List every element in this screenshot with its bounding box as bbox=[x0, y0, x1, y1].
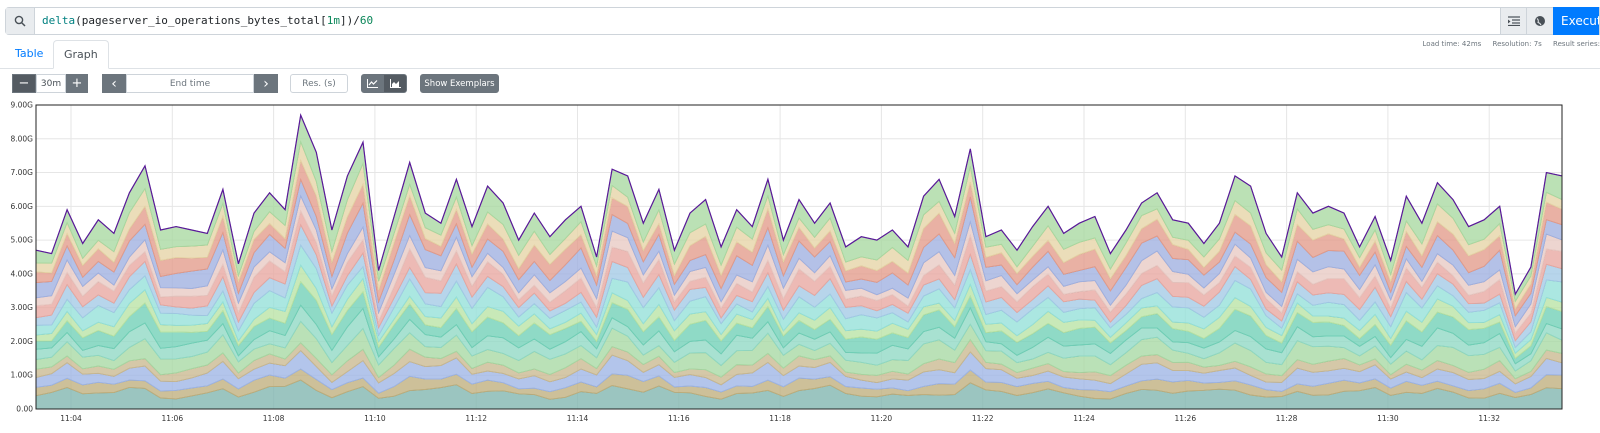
y-tick-label: 5.00G bbox=[10, 236, 33, 245]
next-time-button[interactable]: › bbox=[254, 74, 278, 93]
y-tick-label: 1.00G bbox=[10, 371, 33, 380]
x-tick-label: 11:06 bbox=[161, 414, 183, 423]
decrease-range-button[interactable]: − bbox=[12, 74, 36, 93]
show-exemplars-button[interactable]: Show Exemplars bbox=[420, 74, 499, 93]
query-expression-input[interactable]: delta(pageserver_io_operations_bytes_tot… bbox=[42, 14, 373, 27]
y-tick-label: 8.00G bbox=[10, 134, 33, 143]
x-tick-label: 11:32 bbox=[1478, 414, 1500, 423]
plot-frame bbox=[35, 104, 1563, 410]
increase-range-button[interactable]: + bbox=[66, 74, 88, 93]
previous-time-button[interactable]: ‹ bbox=[102, 74, 126, 93]
query-token: delta bbox=[42, 14, 76, 27]
execute-button[interactable]: Execute bbox=[1553, 7, 1599, 35]
total-series-line bbox=[35, 112, 1563, 296]
area-chart-icon bbox=[389, 79, 401, 88]
tab-graph[interactable]: Graph bbox=[53, 40, 109, 69]
x-tick-label: 11:26 bbox=[1174, 414, 1196, 423]
x-tick-label: 11:20 bbox=[871, 414, 893, 423]
x-tick-label: 11:08 bbox=[263, 414, 285, 423]
globe-icon[interactable] bbox=[1526, 8, 1553, 34]
resolution: Resolution: 7s bbox=[1492, 40, 1542, 48]
x-tick-label: 11:10 bbox=[364, 414, 386, 423]
load-time: Load time: 42ms bbox=[1422, 40, 1482, 48]
query-bar: delta(pageserver_io_operations_bytes_tot… bbox=[5, 7, 1600, 35]
line-chart-toggle[interactable] bbox=[361, 74, 383, 93]
resolution-input[interactable]: Res. (s) bbox=[290, 74, 348, 93]
end-time-input[interactable]: End time bbox=[126, 74, 254, 93]
x-tick-label: 11:14 bbox=[567, 414, 589, 423]
x-tick-label: 11:18 bbox=[769, 414, 791, 423]
range-input[interactable]: 30m bbox=[36, 74, 66, 93]
x-tick-label: 11:12 bbox=[465, 414, 487, 423]
result-series: Result series: bbox=[1553, 40, 1600, 48]
y-tick-label: 0.00 bbox=[16, 405, 33, 414]
query-token: pageserver_io_operations_bytes_total bbox=[81, 14, 321, 27]
x-tick-label: 11:28 bbox=[1276, 414, 1298, 423]
format-icon[interactable] bbox=[1500, 8, 1527, 34]
query-token: 1m bbox=[326, 14, 341, 27]
stacked-area-chart[interactable]: 0.00 1.00G 2.00G 3.00G 4.00G 5.00G 6.00G 7.00G 8… bbox=[0, 97, 1600, 433]
query-token: / bbox=[353, 14, 360, 27]
x-tick-label: 11:16 bbox=[668, 414, 690, 423]
y-tick-label: 6.00G bbox=[10, 202, 33, 211]
x-tick-label: 11:24 bbox=[1073, 414, 1095, 423]
tab-bar: Table Graph bbox=[0, 40, 1600, 69]
x-tick-label: 11:04 bbox=[60, 414, 82, 423]
tab-table[interactable]: Table bbox=[15, 47, 44, 60]
query-token: 60 bbox=[359, 14, 374, 27]
query-token: ]) bbox=[340, 14, 354, 27]
y-tick-label: 4.00G bbox=[10, 269, 33, 278]
x-tick-label: 11:30 bbox=[1377, 414, 1399, 423]
y-tick-label: 9.00G bbox=[10, 101, 33, 110]
y-tick-label: 2.00G bbox=[10, 337, 33, 346]
query-token: ( bbox=[75, 14, 82, 27]
stacked-chart-toggle[interactable] bbox=[383, 74, 407, 93]
y-tick-label: 3.00G bbox=[10, 303, 33, 312]
search-icon bbox=[6, 8, 35, 34]
query-stats: Load time: 42ms Resolution: 7s Result se… bbox=[1414, 40, 1600, 48]
query-token: [ bbox=[320, 14, 327, 27]
x-tick-label: 11:22 bbox=[972, 414, 994, 423]
line-chart-icon bbox=[366, 79, 378, 88]
y-tick-label: 7.00G bbox=[10, 168, 33, 177]
